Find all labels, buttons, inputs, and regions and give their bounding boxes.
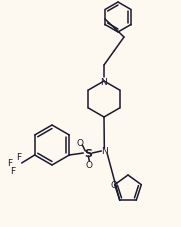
Text: F: F [10,166,15,175]
Text: O: O [86,160,93,169]
Text: N: N [101,77,107,86]
Text: S: S [84,148,92,158]
Text: O: O [110,180,117,189]
Text: F: F [16,153,21,162]
Text: F: F [7,158,12,167]
Text: N: N [101,147,108,156]
Text: O: O [77,139,84,148]
